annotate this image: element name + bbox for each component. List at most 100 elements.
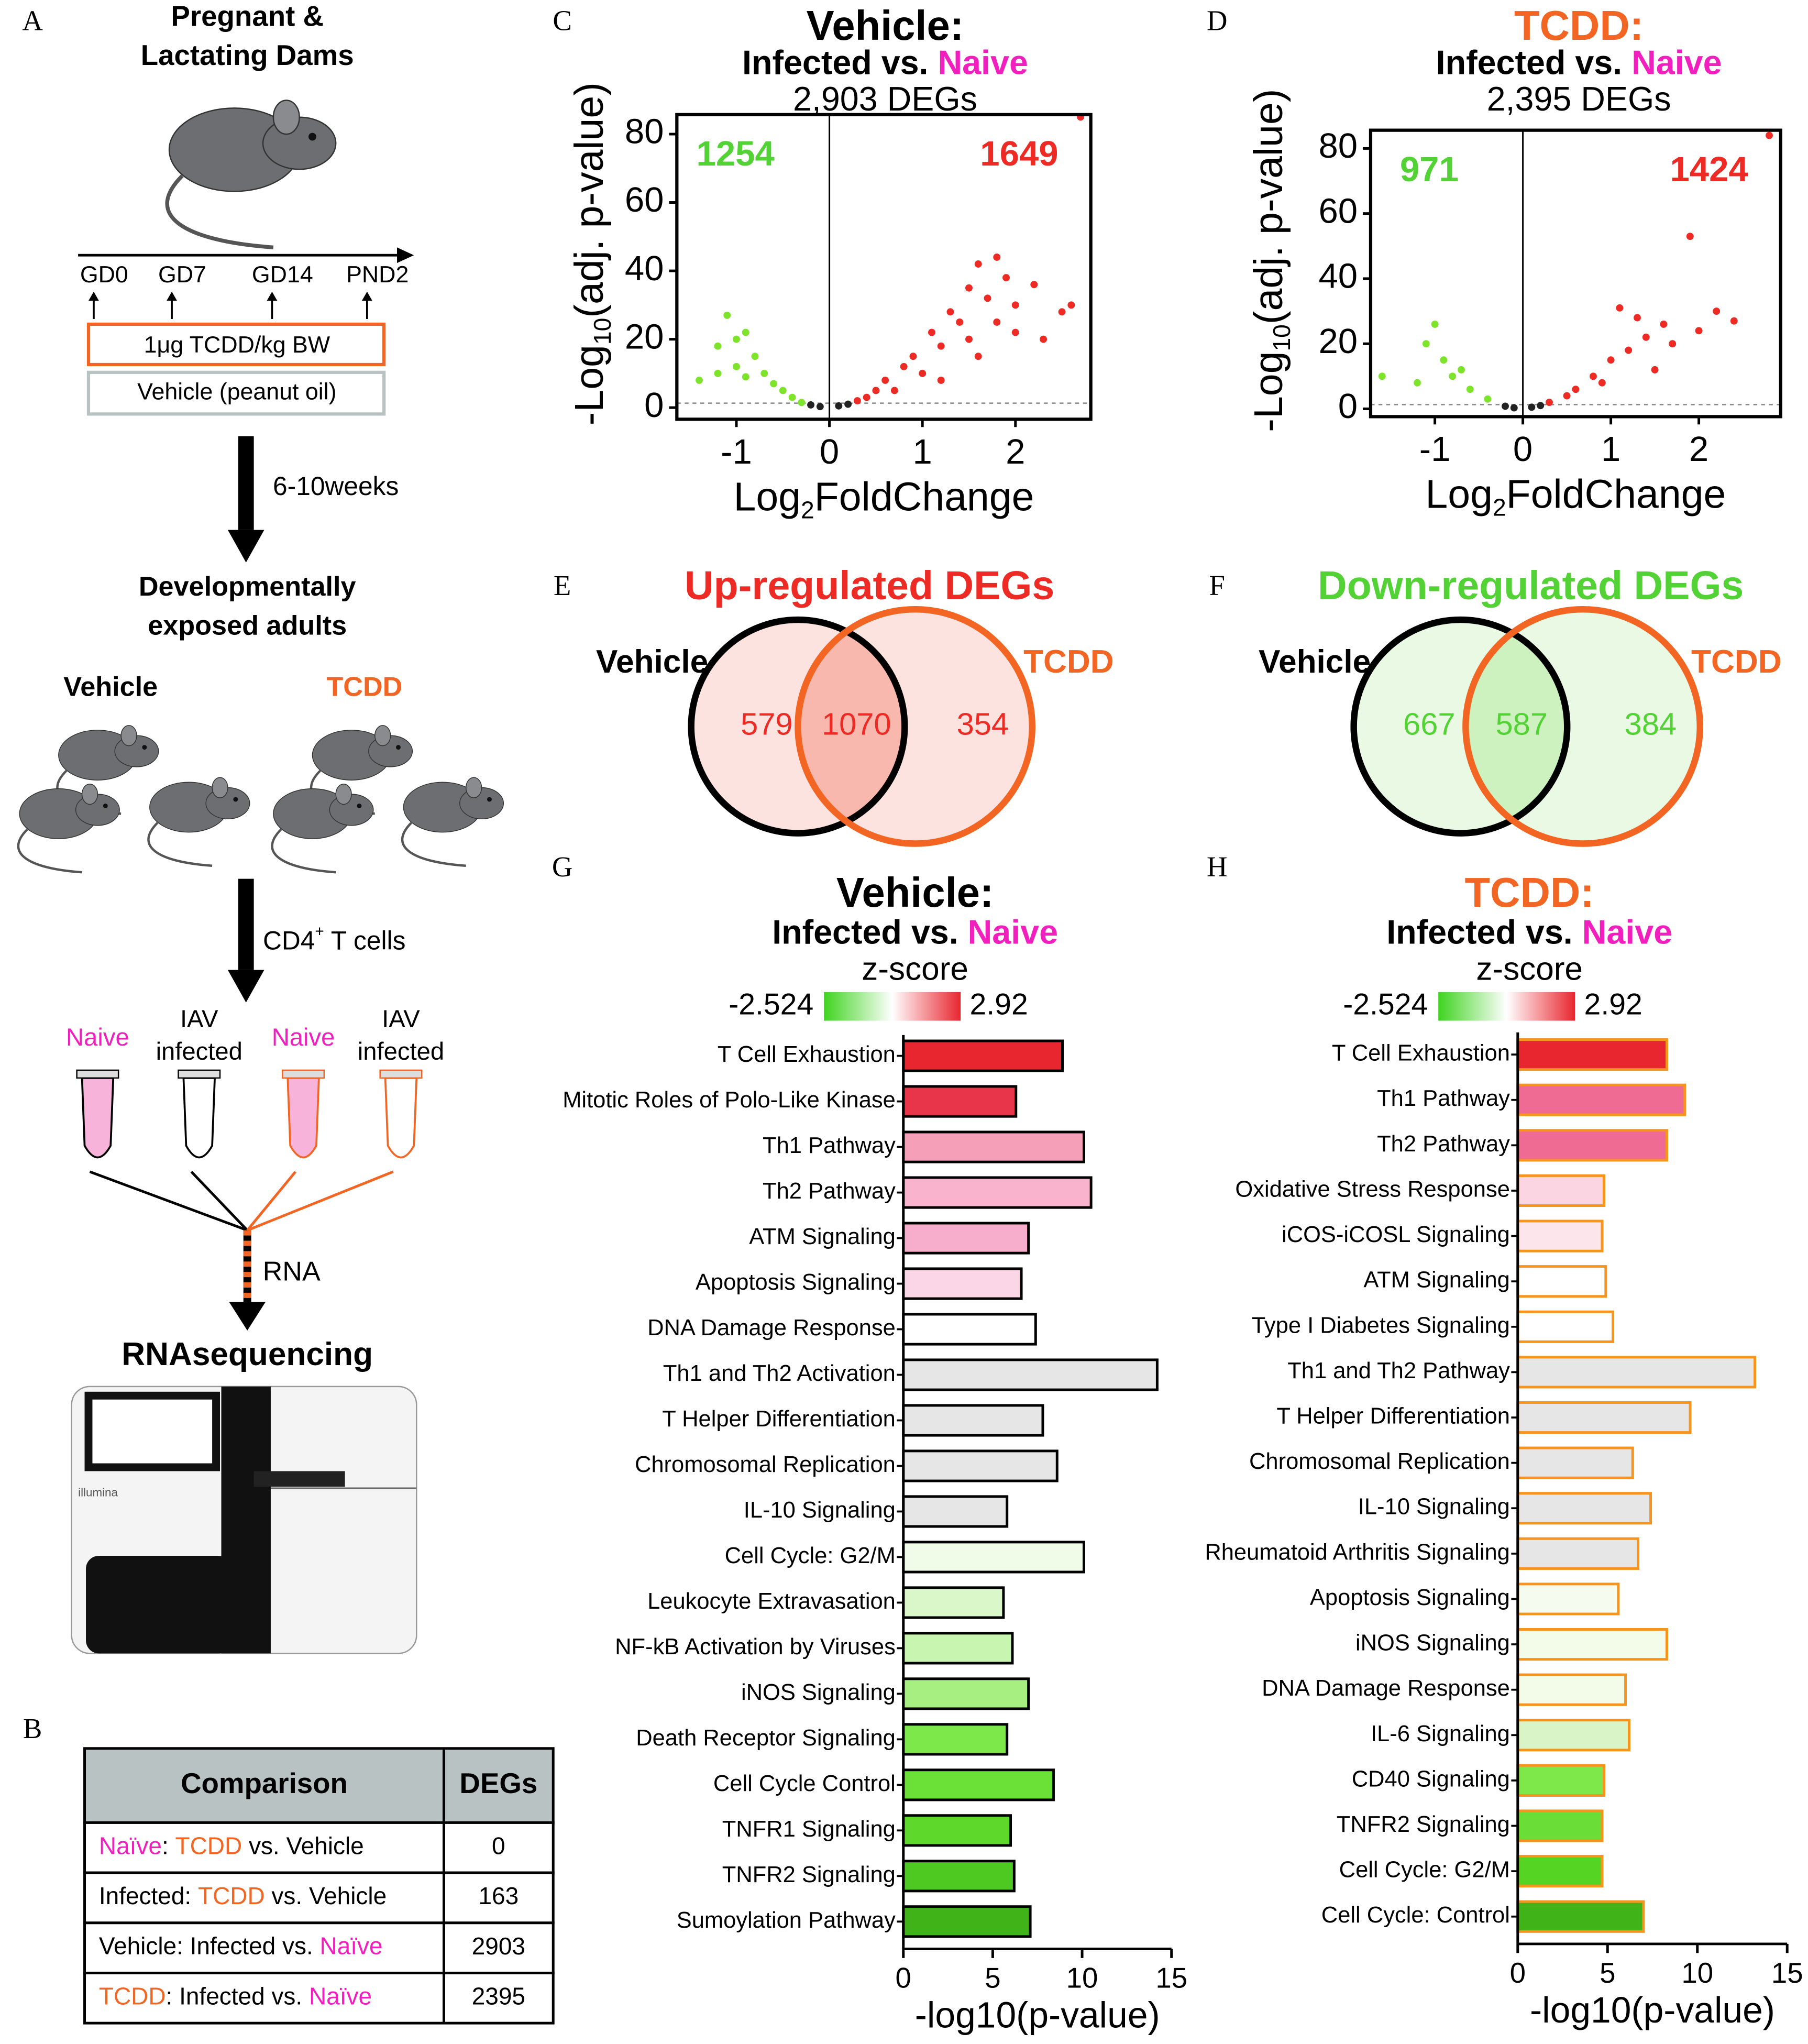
venn-count: 384 [1625, 707, 1677, 742]
category-label: ATM Signaling [1363, 1268, 1510, 1293]
mouse-eye [103, 803, 108, 808]
comparison-cell-part: vs. Vehicle [265, 1882, 387, 1909]
plot-frame [1369, 128, 1782, 419]
category-label: T Cell Exhaustion [718, 1042, 896, 1067]
category-label: Chromosomal Replication [635, 1452, 896, 1477]
bar [1516, 1174, 1605, 1207]
category-label: Death Receptor Signaling [636, 1726, 896, 1751]
count-annotation: 1254 [697, 134, 775, 173]
adults-line: exposed adults [148, 611, 347, 641]
data-point [1546, 399, 1553, 406]
venn-outline [688, 616, 908, 837]
bar [1516, 1855, 1604, 1888]
x-tick-label: 5 [1600, 1957, 1615, 1989]
table-row [83, 1921, 555, 1974]
mouse-tail [165, 174, 274, 249]
venn-count: 667 [1403, 707, 1455, 742]
bar [902, 1723, 1009, 1756]
category-label: TNFR2 Signaling [722, 1862, 896, 1887]
bar [902, 1358, 1159, 1391]
data-point [974, 353, 982, 360]
mouse-eye [487, 797, 492, 802]
table-row [83, 1871, 555, 1925]
data-point [1625, 346, 1633, 354]
mouse-tail [271, 828, 336, 874]
chart-title: Vehicle: [836, 869, 994, 916]
chart-subtitle-part: Infected vs. [742, 43, 938, 81]
flow-arrow [238, 878, 254, 970]
bar [902, 1222, 1030, 1255]
set-label: TCDD [1691, 644, 1782, 680]
x-tick-label: 0 [1510, 1957, 1526, 1989]
chart-subtitle-part: Naive [1582, 914, 1672, 951]
category-label: Apoptosis Signaling [1310, 1585, 1510, 1610]
data-point [937, 342, 945, 350]
data-point [974, 260, 982, 268]
mouse [401, 777, 504, 867]
instrument-label: illumina [78, 1486, 118, 1499]
y-tick-label: 60 [1318, 191, 1358, 230]
category-label: T Helper Differentiation [662, 1406, 896, 1432]
chart-title: TCDD: [1464, 869, 1594, 916]
bar [902, 1814, 1012, 1847]
interval-label: 6-10weeks [273, 471, 399, 501]
sample-label: IAV [382, 1005, 420, 1033]
comparison-cell: Infected: TCDD vs. Vehicle [99, 1882, 387, 1909]
panel-label: H [1207, 851, 1227, 883]
category-label: Th2 Pathway [763, 1179, 896, 1204]
timeline-label: GD0 [80, 262, 128, 288]
mouse-ear [335, 783, 352, 805]
category-label: Cell Cycle: G2/M [725, 1543, 896, 1568]
x-tick-label: 2 [1689, 430, 1708, 469]
category-label: Type I Diabetes Signaling [1252, 1313, 1510, 1338]
data-point [965, 284, 973, 292]
data-point [807, 401, 815, 409]
comparison-cell-part: Infected: [99, 1882, 198, 1909]
pool-line [247, 1170, 394, 1232]
tube-cap [76, 1069, 119, 1079]
tube [286, 1077, 320, 1159]
x-axis-label-main: FoldChange [814, 475, 1034, 520]
mouse-head [329, 794, 374, 826]
data-point [1634, 314, 1641, 322]
mouse-ear [212, 777, 228, 798]
data-point [881, 376, 889, 384]
x-tick-label: -1 [721, 432, 752, 471]
bar [1516, 1038, 1668, 1071]
y-axis-label: -Log10(adj. p-value) [567, 82, 616, 425]
data-point [890, 387, 898, 394]
category-label: Chromosomal Replication [1249, 1449, 1510, 1474]
x-axis-label: Log2FoldChange [734, 475, 1034, 524]
data-point [946, 308, 954, 316]
data-point [835, 402, 843, 410]
data-point [1651, 366, 1659, 373]
chart-subtitle-part: Naive [938, 43, 1028, 81]
timeline-label: GD14 [252, 262, 313, 288]
data-point [900, 362, 908, 370]
comparison-cell: Vehicle: Infected vs. Naïve [99, 1932, 383, 1960]
category-label: TNFR2 Signaling [1337, 1812, 1510, 1837]
category-label: Cell Cycle Control [713, 1771, 896, 1796]
bar [1516, 1492, 1652, 1525]
data-point [1607, 356, 1615, 364]
panel-label: E [554, 569, 571, 601]
category-label: iNOS Signaling [1355, 1631, 1510, 1656]
mouse [147, 777, 250, 867]
mouse-head [75, 794, 120, 826]
treatment-label: 1μg TCDD/kg BW [144, 332, 330, 358]
category-label: T Cell Exhaustion [1332, 1041, 1510, 1066]
y-tick-label: 20 [625, 317, 664, 356]
tube-cap [379, 1069, 423, 1079]
bar [902, 1586, 1005, 1619]
x-tick-label: 10 [1066, 1962, 1098, 1994]
colorbar-label: z-score [1476, 951, 1583, 987]
bar [902, 1267, 1023, 1300]
venn-overlap [1465, 620, 1568, 833]
sequencing-label: RNAsequencing [122, 1336, 373, 1372]
x-tick-label: 1 [1601, 430, 1620, 469]
panel-label: G [552, 851, 572, 883]
flow-arrow [238, 436, 254, 530]
sequencer-drawer [253, 1471, 345, 1487]
data-point [760, 369, 768, 377]
data-point [993, 318, 1001, 326]
